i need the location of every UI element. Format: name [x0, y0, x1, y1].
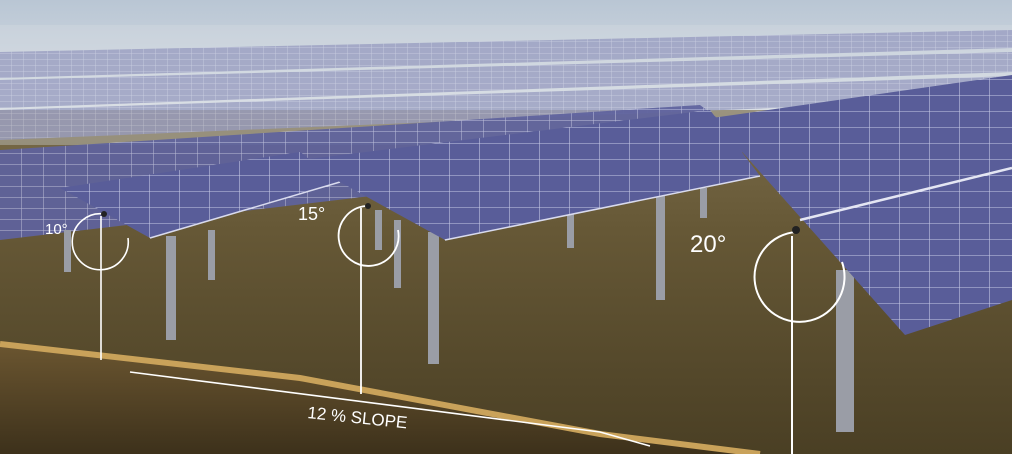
angle-label-10: 10°: [45, 221, 68, 238]
soil-surface-edge: [0, 341, 761, 454]
angle-marker-10: [71, 212, 130, 360]
angle-marker-20: [753, 231, 846, 454]
distant-panel-rows: [0, 30, 1012, 140]
panel-10-degree: [60, 152, 340, 238]
panel-15-degree: [300, 110, 760, 240]
pivot-points: [101, 203, 800, 234]
soil-cross-section: [0, 346, 760, 454]
angle-marker-15: [337, 205, 400, 394]
slope-indicator-line: [129, 371, 651, 447]
angle-label-15: 15°: [298, 204, 325, 224]
angle-label-20: 20°: [690, 231, 726, 258]
support-posts: [64, 188, 854, 432]
